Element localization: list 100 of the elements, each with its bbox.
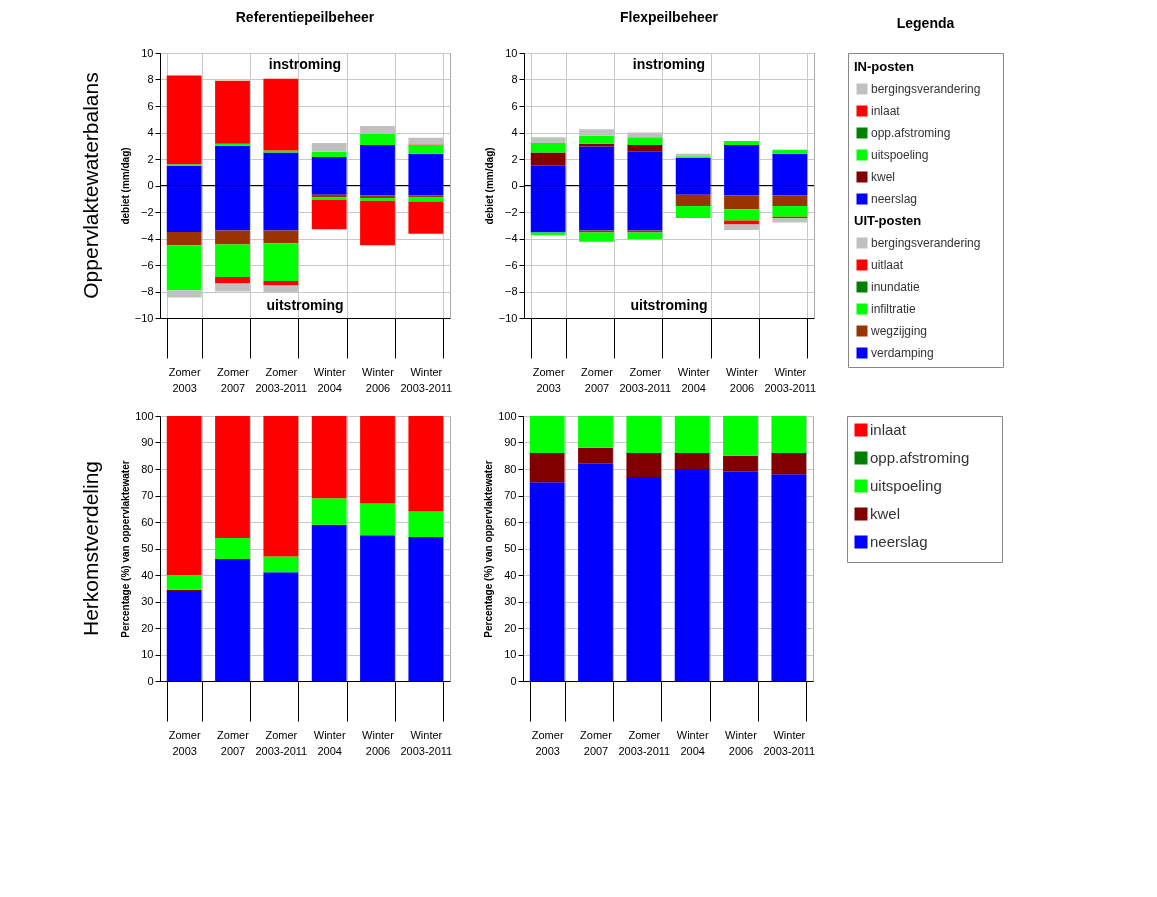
bar — [311, 151, 347, 158]
bar — [408, 511, 444, 538]
y-axis-title: Percentage (%) van oppervlaktewater — [120, 460, 132, 638]
legend-title: IN-posten — [854, 59, 914, 74]
bar — [263, 78, 299, 151]
bar — [530, 152, 566, 166]
bar — [674, 469, 710, 681]
bar — [408, 537, 444, 681]
annotation: uitstroming — [630, 297, 708, 313]
bar — [723, 416, 758, 456]
legend-label: uitspoeling — [871, 148, 929, 162]
legend-label: neerslag — [871, 192, 918, 206]
bar — [360, 503, 395, 536]
y-tick-label: 8 — [147, 73, 154, 85]
y-tick-label: 0 — [147, 179, 154, 191]
y-tick-label: 2 — [511, 152, 518, 165]
x-tick-label: Zomer 2003-2011 — [255, 728, 308, 757]
legend-label: opp.afstroming — [870, 449, 970, 466]
bar — [263, 556, 299, 573]
bar — [166, 231, 202, 246]
bar — [626, 476, 662, 681]
y-tick-label: 10 — [505, 46, 518, 59]
y-tick-label: 10 — [504, 648, 517, 660]
y-tick-label: 10 — [141, 648, 154, 660]
x-tick-label: Winter 2003-2011 — [400, 365, 453, 394]
x-tick-label: Winter 2004 — [313, 365, 346, 394]
y-tick-label: 8 — [511, 73, 518, 85]
bar — [674, 416, 710, 454]
bar — [166, 245, 202, 291]
bar — [311, 416, 347, 499]
bar — [529, 453, 565, 483]
bar — [626, 453, 662, 477]
bar — [578, 463, 613, 681]
bar — [626, 416, 662, 454]
bar — [215, 80, 250, 144]
y-tick-label: 60 — [141, 515, 154, 528]
bar — [166, 75, 202, 165]
legend-label: uitlaat — [871, 258, 904, 272]
x-tick-label: Winter 2003-2011 — [764, 365, 817, 394]
y-tick-label: 6 — [511, 99, 518, 112]
y-tick-label: 20 — [141, 621, 154, 634]
y-tick-label: 0 — [510, 674, 517, 687]
bar — [578, 447, 613, 464]
legend-label: kwel — [871, 170, 896, 184]
bar — [408, 145, 444, 154]
bar — [724, 209, 759, 221]
bar — [724, 220, 759, 225]
chart-title: Flexpeilbeheer — [619, 9, 719, 25]
y-tick-label: 100 — [135, 409, 154, 422]
y-tick-label: −8 — [504, 285, 518, 297]
bar — [771, 416, 807, 454]
bar — [360, 535, 395, 681]
y-tick-label: 2 — [147, 152, 154, 165]
text: UIT-posten — [854, 213, 922, 228]
y-tick-label: −10 — [134, 311, 154, 324]
y-tick-label: 80 — [504, 462, 517, 475]
bar — [675, 194, 711, 207]
bar — [627, 137, 663, 146]
bar — [215, 230, 250, 245]
legend-label: inlaat — [870, 421, 907, 438]
y-tick-label: −6 — [140, 258, 154, 271]
bar — [263, 572, 299, 681]
x-tick-label: Zomer 2003 — [168, 728, 201, 757]
x-tick-label: Winter 2004 — [313, 728, 346, 757]
legend-label: verdamping — [871, 346, 934, 360]
bar — [724, 195, 759, 210]
bar — [263, 416, 299, 557]
bar — [529, 416, 565, 454]
bar — [530, 143, 566, 153]
y-tick-label: 4 — [511, 126, 518, 138]
x-tick-label: Zomer 2007 — [217, 728, 250, 757]
bar — [263, 230, 299, 244]
bar — [723, 455, 758, 472]
bar — [771, 474, 807, 681]
y-tick-label: 80 — [141, 462, 154, 475]
bar — [215, 537, 250, 560]
bar — [311, 200, 347, 230]
legend-label: bergingsverandering — [871, 82, 981, 96]
x-tick-label: Zomer 2007 — [581, 365, 614, 394]
x-tick-label: Zomer 2003-2011 — [618, 728, 671, 757]
y-axis-title: Percentage (%) van oppervlaktewater — [483, 460, 495, 638]
legend-label: bergingsverandering — [871, 236, 981, 250]
bar — [360, 200, 395, 246]
bar — [360, 416, 395, 504]
bar — [408, 201, 444, 234]
bar — [408, 416, 444, 512]
bar — [723, 471, 758, 681]
y-tick-label: 70 — [141, 489, 154, 501]
text: Legenda — [896, 15, 955, 31]
y-tick-label: 50 — [141, 542, 154, 554]
bar — [215, 276, 250, 284]
y-tick-label: 6 — [147, 99, 154, 112]
y-tick-label: −4 — [140, 232, 154, 244]
annotation: instroming — [632, 56, 706, 72]
y-tick-label: −10 — [498, 311, 518, 324]
x-tick-label: Winter 2003-2011 — [763, 728, 816, 757]
bar — [771, 453, 807, 475]
bar — [215, 244, 250, 277]
bar — [166, 590, 202, 681]
bar — [675, 206, 711, 218]
